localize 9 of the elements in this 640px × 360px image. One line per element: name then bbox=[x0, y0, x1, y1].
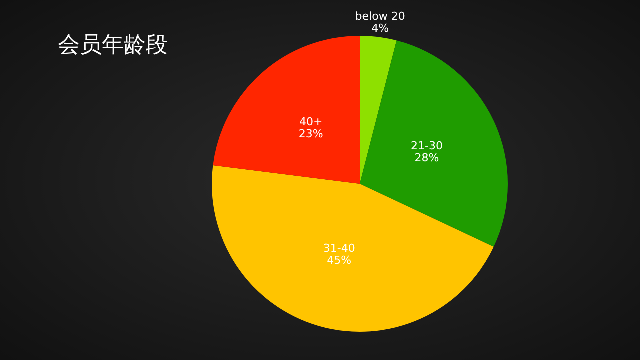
data-label: 4% bbox=[372, 22, 390, 36]
data-label: 45% bbox=[327, 254, 352, 267]
slice-label: 31-40 bbox=[323, 242, 356, 255]
text: 会员年龄段 bbox=[58, 32, 168, 60]
data-label: 23% bbox=[298, 127, 324, 140]
data-label: 28% bbox=[414, 151, 440, 164]
slice-label: 40+ bbox=[299, 115, 323, 128]
slice-label: below 20 bbox=[355, 10, 406, 24]
slice-label: 21-30 bbox=[410, 139, 443, 152]
